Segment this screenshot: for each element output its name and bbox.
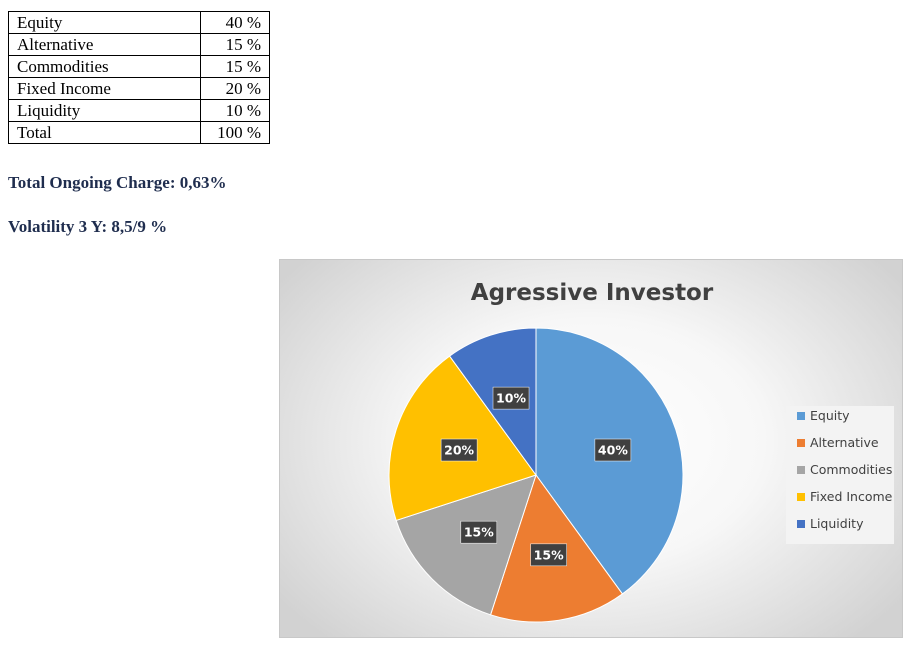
pie-chart: Agressive Investor 40% 15% 15% 20% 10% Equit… [388, 280, 894, 623]
data-label-box [530, 543, 567, 567]
pie-slice-fixed-income [388, 355, 537, 522]
data-label: 15% [464, 525, 494, 540]
data-label-box [440, 438, 478, 462]
volatility-text: Volatility 3 Y: 8,5/9 % [8, 217, 168, 236]
row-value: 15 % [200, 33, 270, 56]
legend-swatch [797, 520, 805, 528]
chart-title: Agressive Investor [471, 280, 714, 306]
pie-slices [388, 327, 684, 623]
row-value: 40 % [200, 11, 270, 34]
data-label: 10% [496, 391, 526, 406]
legend-entry: Commodities [810, 462, 892, 477]
legend-entry: Liquidity [810, 516, 864, 531]
row-label: Total [8, 121, 201, 144]
table-row: Liquidity 10 % [8, 99, 270, 122]
legend-swatch [797, 439, 805, 447]
data-label-box [492, 386, 530, 410]
row-value: 10 % [200, 99, 270, 122]
ongoing-charge-text: Total Ongoing Charge: 0,63% [8, 173, 227, 192]
row-value: 20 % [200, 77, 270, 100]
data-label: 40% [598, 443, 628, 458]
row-label: Alternative [8, 33, 201, 56]
table-row-total: Total 100 % [8, 121, 270, 144]
chart-area: Agressive Investor 40% 15% 15% 20% 10% Equit… [279, 259, 903, 638]
row-value: 100 % [200, 121, 270, 144]
legend: Equity Alternative Commodities Fixed Income… [797, 408, 893, 531]
data-labels: 40% 15% 15% 20% 10% [440, 386, 632, 567]
allocation-table: Equity 40 % Alternative 15 % Commodities… [8, 11, 270, 144]
legend-entry: Equity [810, 408, 850, 423]
row-label: Equity [8, 11, 201, 34]
table-row: Fixed Income 20 % [8, 77, 270, 100]
row-value: 15 % [200, 55, 270, 78]
row-label: Commodities [8, 55, 201, 78]
legend-entry: Fixed Income [810, 489, 893, 504]
legend-swatch [797, 466, 805, 474]
row-label: Fixed Income [8, 77, 201, 100]
table-row: Alternative 15 % [8, 33, 270, 56]
table-row: Equity 40 % [8, 11, 270, 34]
legend-swatch [797, 412, 805, 420]
table-row: Commodities 15 % [8, 55, 270, 78]
data-label-box [594, 438, 632, 462]
data-label-box [460, 520, 498, 544]
data-label: 15% [534, 547, 564, 562]
legend-entry: Alternative [810, 435, 879, 450]
data-label: 20% [444, 443, 474, 458]
row-label: Liquidity [8, 99, 201, 122]
pie-slice-commodities [395, 474, 537, 616]
legend-swatch [797, 493, 805, 501]
